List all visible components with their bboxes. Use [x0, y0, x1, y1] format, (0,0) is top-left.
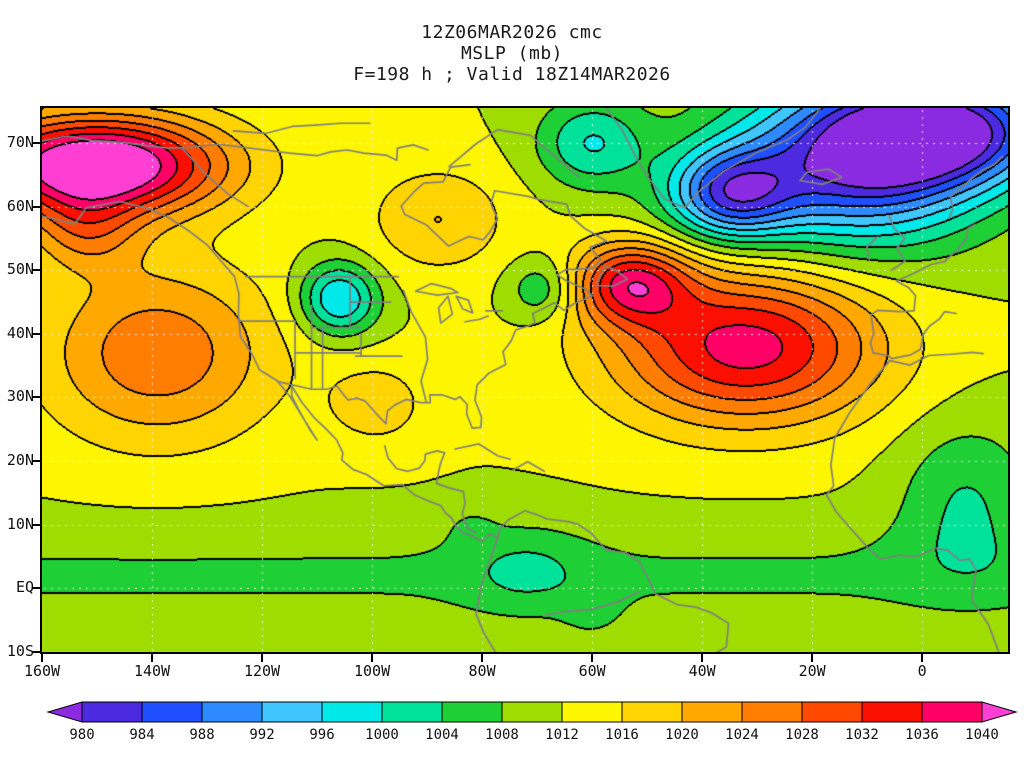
x-tick-mark	[591, 654, 594, 662]
colorbar-arrow-low	[46, 701, 83, 723]
y-tick-label: 10S	[6, 642, 34, 660]
title-valid-time: F=198 h ; Valid 18Z14MAR2026	[353, 64, 671, 85]
x-tick-label: 140W	[133, 662, 171, 680]
colorbar-tick-label: 1008	[485, 727, 519, 743]
y-tick-mark	[32, 651, 40, 653]
colorbar-cell	[261, 701, 323, 723]
y-tick-mark	[32, 396, 40, 399]
x-tick-mark	[481, 654, 484, 662]
title-field-name: MSLP (mb)	[460, 43, 564, 64]
colorbar-tick-label: 984	[129, 727, 155, 743]
y-tick-mark	[32, 460, 40, 463]
x-tick-mark	[41, 654, 43, 662]
y-tick-label: 60N	[6, 196, 34, 215]
colorbar-cell	[321, 701, 383, 723]
colorbar-tick-label: 1040	[965, 727, 999, 743]
x-tick-mark	[261, 654, 264, 662]
y-tick-mark	[32, 141, 40, 144]
x-tick-label: 0	[917, 662, 927, 680]
colorbar-tick-label: 1020	[665, 727, 699, 743]
colorbar-cell	[441, 701, 503, 723]
x-tick-mark	[371, 654, 374, 662]
colorbar-tick-label: 996	[309, 727, 335, 743]
colorbar-cell	[801, 701, 863, 723]
colorbar-cell	[81, 701, 143, 723]
x-tick-mark	[151, 654, 154, 662]
colorbar-tick-label: 1000	[365, 727, 399, 743]
x-tick-label: 40W	[688, 662, 716, 680]
x-tick-mark	[921, 654, 924, 662]
x-tick-mark	[811, 654, 814, 662]
colorbar-cell	[861, 701, 923, 723]
colorbar-cell	[741, 701, 803, 723]
y-tick-mark	[32, 523, 40, 526]
y-tick-label: 40N	[6, 323, 34, 342]
x-tick-mark	[701, 654, 704, 662]
x-tick-label: 120W	[243, 662, 281, 680]
pressure-field-canvas	[42, 108, 1008, 652]
colorbar-cell	[201, 701, 263, 723]
colorbar-tick-label: 1036	[905, 727, 939, 743]
colorbar-tick-label: 1004	[425, 727, 459, 743]
y-tick-label: 30N	[6, 387, 34, 406]
x-tick-label: 80W	[468, 662, 496, 680]
colorbar-cell	[381, 701, 443, 723]
y-tick-label: 20N	[6, 451, 34, 470]
colorbar-cell	[501, 701, 563, 723]
colorbar-tick-label: 988	[189, 727, 215, 743]
y-tick-mark	[32, 332, 40, 335]
colorbar-tick-label: 1016	[605, 727, 639, 743]
x-tick-label: 160W	[23, 662, 61, 680]
x-tick-label: 20W	[798, 662, 826, 680]
colorbar-tick-label: 980	[69, 727, 95, 743]
colorbar-tick-label: 1028	[785, 727, 819, 743]
chart-title-block: 12Z06MAR2026 cmc MSLP (mb) F=198 h ; Val…	[0, 22, 1024, 85]
y-tick-label: 70N	[6, 132, 34, 151]
title-init-time: 12Z06MAR2026 cmc	[421, 22, 603, 43]
colorbar-tick-label: 1012	[545, 727, 579, 743]
y-tick-label: EQ	[15, 578, 34, 597]
colorbar-arrow-high	[981, 701, 1018, 723]
colorbar-tick-label: 1032	[845, 727, 879, 743]
colorbar-tick-label: 992	[249, 727, 275, 743]
colorbar-cell	[681, 701, 743, 723]
y-tick-mark	[32, 269, 40, 272]
y-tick-mark	[32, 587, 40, 590]
colorbar-cell	[921, 701, 983, 723]
colorbar-cell	[561, 701, 623, 723]
map-frame	[40, 106, 1010, 654]
x-tick-label: 100W	[354, 662, 391, 680]
colorbar-cell	[141, 701, 203, 723]
y-tick-mark	[32, 205, 40, 208]
colorbar-cell	[621, 701, 683, 723]
colorbar-tick-label: 1024	[725, 727, 759, 743]
y-tick-label: 50N	[6, 260, 34, 279]
colorbar-svg	[46, 701, 1018, 723]
y-tick-label: 10N	[6, 514, 34, 533]
x-tick-label: 60W	[578, 662, 606, 680]
